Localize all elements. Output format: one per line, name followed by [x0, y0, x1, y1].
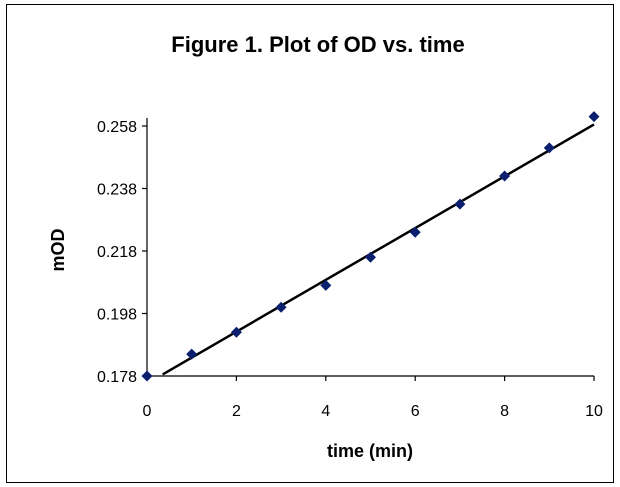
chart-frame — [6, 4, 614, 483]
data-point — [409, 226, 421, 238]
x-tick-label: 10 — [585, 403, 603, 420]
y-tick-label: 0.218 — [97, 244, 137, 261]
y-tick-label: 0.178 — [97, 369, 137, 386]
data-points — [141, 111, 600, 382]
x-tick-label: 2 — [232, 403, 241, 420]
data-point — [543, 142, 555, 154]
x-tick-label: 6 — [411, 403, 420, 420]
x-tick-label: 0 — [143, 403, 152, 420]
y-tick-label: 0.198 — [97, 307, 137, 324]
data-point — [320, 279, 332, 291]
data-point — [141, 370, 153, 382]
x-axis-title: time (min) — [327, 441, 413, 461]
x-tick-label: 4 — [321, 403, 330, 420]
chart-title: Figure 1. Plot of OD vs. time — [171, 32, 464, 57]
data-point — [230, 326, 242, 338]
data-point — [365, 251, 376, 263]
y-tick-label: 0.238 — [97, 182, 137, 199]
data-point — [499, 170, 511, 182]
data-point — [275, 301, 287, 313]
axes — [142, 118, 595, 381]
tick-labels: 0.178 0.198 0.218 0.238 0.258 0 2 4 6 8 10 — [97, 119, 603, 420]
y-tick-label: 0.258 — [97, 119, 137, 136]
x-tick-label: 8 — [500, 403, 509, 420]
trend-line — [162, 123, 595, 376]
data-point — [186, 348, 198, 360]
data-point — [588, 111, 600, 123]
data-point — [454, 198, 466, 210]
y-axis-title: mOD — [48, 228, 68, 271]
